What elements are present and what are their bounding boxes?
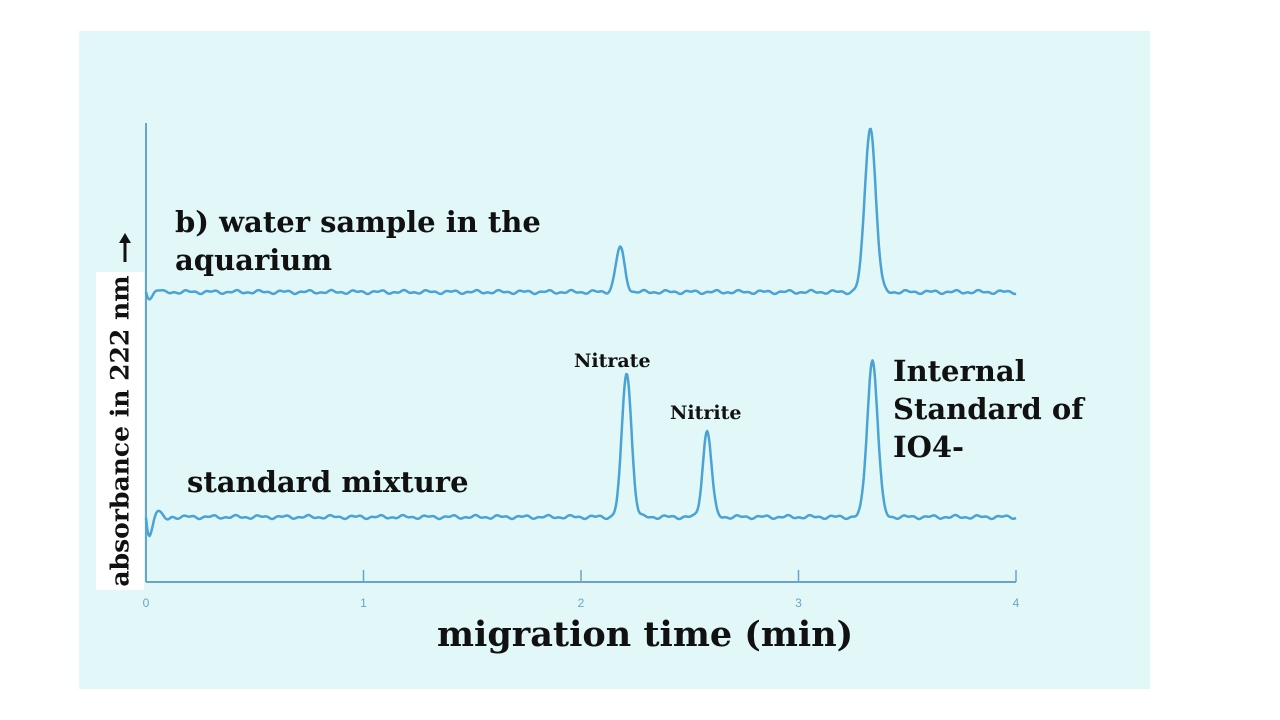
up-arrow-icon xyxy=(119,233,131,262)
y-axis-label: absorbance in 222 nm xyxy=(105,275,135,587)
x-axis-label: migration time (min) xyxy=(437,614,854,655)
x-tick-label: 1 xyxy=(360,596,367,610)
internal-standard-label: Internal Standard of IO4- xyxy=(893,354,1084,464)
standard-mixture-label: standard mixture xyxy=(187,465,469,499)
x-tick-label: 4 xyxy=(1013,596,1020,610)
x-ticks: 0 1 2 3 4 xyxy=(143,570,1020,610)
nitrate-peak-label: Nitrate xyxy=(574,350,651,372)
chart-panel xyxy=(79,31,1150,689)
nitrite-peak-label: Nitrite xyxy=(670,402,742,424)
water-sample-label: b) water sample in the aquarium xyxy=(175,205,541,277)
water-sample-trace xyxy=(144,127,1017,301)
x-tick-label: 0 xyxy=(143,596,150,610)
x-tick-label: 2 xyxy=(578,596,585,610)
y-axis-label-background xyxy=(96,272,144,590)
x-tick-label: 3 xyxy=(795,596,802,610)
traces xyxy=(144,127,1017,538)
standard-mixture-trace xyxy=(144,359,1017,538)
